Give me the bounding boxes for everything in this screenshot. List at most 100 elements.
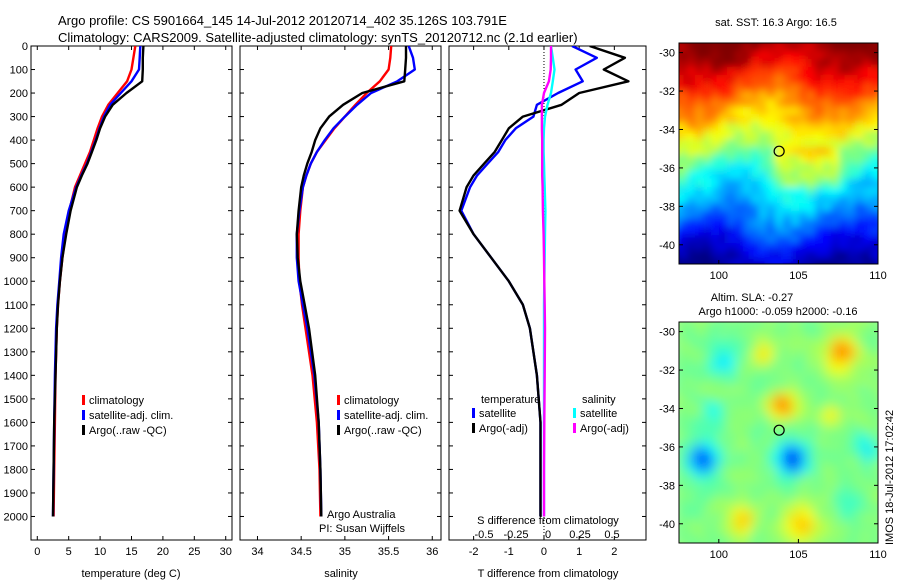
sla-cell: [727, 482, 736, 491]
sla-cell: [799, 514, 808, 523]
sla-cell: [751, 506, 760, 515]
sst-cell: [783, 187, 792, 196]
sst-cell: [767, 155, 776, 164]
sla-cell: [767, 354, 776, 363]
sla-cell: [695, 402, 704, 411]
sst-cell: [743, 99, 752, 108]
sst-cell: [679, 123, 688, 132]
sst-cell: [727, 139, 736, 148]
sla-cell: [719, 506, 728, 515]
sla-cell: [727, 538, 736, 543]
sla-cell: [727, 546, 736, 555]
sla-cell: [783, 538, 792, 543]
sla-cell: [751, 394, 760, 403]
sla-cell: [727, 330, 736, 339]
sla-cell: [791, 490, 800, 499]
sla-cell: [711, 386, 720, 395]
sla-cell: [783, 434, 792, 443]
sla-cell: [719, 410, 728, 419]
sla-cell: [823, 394, 832, 403]
sst-cell: [879, 179, 888, 188]
sla-cell: [679, 506, 688, 515]
sla-cell: [815, 346, 824, 355]
sla-cell: [751, 370, 760, 379]
sla-cell: [871, 434, 878, 443]
sst-cell: [823, 211, 832, 220]
sst-cell: [807, 123, 816, 132]
sla-cell: [791, 426, 800, 435]
sla-map-frame: [678, 321, 879, 544]
sst-cell: [783, 203, 792, 212]
sst-cell: [783, 51, 792, 60]
sst-cell: [799, 107, 808, 116]
sst-cell: [759, 107, 768, 116]
sla-cell: [839, 442, 848, 451]
sla-cell: [831, 402, 840, 411]
sst-cell: [807, 67, 816, 76]
sla-cell: [855, 474, 864, 483]
x-tick-label: 25: [188, 546, 200, 558]
sla-cell: [703, 362, 712, 371]
sst-cell: [791, 219, 800, 228]
sla-cell: [823, 346, 832, 355]
sla-cell: [759, 514, 768, 523]
sst-cell: [759, 67, 768, 76]
sla-cell: [815, 362, 824, 371]
sst-cell: [679, 163, 688, 172]
sst-cell: [751, 51, 760, 60]
sla-cell: [775, 442, 784, 451]
sst-cell: [743, 235, 752, 244]
sla-cell: [775, 338, 784, 347]
sst-cell: [847, 211, 856, 220]
sst-cell: [687, 107, 696, 116]
sst-cell: [791, 163, 800, 172]
sst-cell: [687, 235, 696, 244]
sla-cell: [735, 482, 744, 491]
sst-cell: [799, 91, 808, 100]
sst-cell: [807, 211, 816, 220]
sla-cell: [879, 338, 888, 347]
sst-cell: [759, 171, 768, 180]
sla-cell: [679, 450, 688, 459]
sst-cell: [759, 59, 768, 68]
sst-cell: [703, 147, 712, 156]
sla-cell: [727, 410, 736, 419]
sst-cell: [855, 203, 864, 212]
sst-cell: [879, 139, 888, 148]
sla-cell: [791, 378, 800, 387]
sla-cell: [871, 498, 878, 507]
sst-cell: [719, 75, 728, 84]
sla-cell: [687, 338, 696, 347]
sst-cell: [855, 219, 864, 228]
sst-cell: [855, 43, 864, 52]
sst-cell: [759, 147, 768, 156]
sst-cell: [759, 219, 768, 228]
sla-map-title-line1: Altim. SLA: -0.27: [711, 292, 794, 304]
sst-cell: [759, 51, 768, 60]
sst-cell: [711, 259, 720, 264]
sla-cell: [735, 466, 744, 475]
sst-cell: [783, 259, 792, 264]
sla-cell: [687, 434, 696, 443]
sla-cell: [687, 370, 696, 379]
sla-cell: [727, 514, 736, 523]
sla-cell: [735, 394, 744, 403]
sla-cell: [711, 522, 720, 531]
sst-cell: [679, 195, 688, 204]
sla-cell: [719, 418, 728, 427]
sla-cell: [743, 378, 752, 387]
sla-cell: [823, 538, 832, 543]
sla-cell: [863, 418, 872, 427]
sst-cell: [783, 83, 792, 92]
sla-cell: [831, 482, 840, 491]
sst-cell: [743, 83, 752, 92]
sst-cell: [719, 235, 728, 244]
sla-cell: [743, 322, 752, 331]
sst-cell: [855, 59, 864, 68]
sla-cell: [799, 506, 808, 515]
sst-cell: [719, 123, 728, 132]
sla-cell: [703, 346, 712, 355]
sst-cell: [839, 259, 848, 264]
sla-cell: [727, 362, 736, 371]
lat-tick-label: -36: [659, 163, 675, 175]
